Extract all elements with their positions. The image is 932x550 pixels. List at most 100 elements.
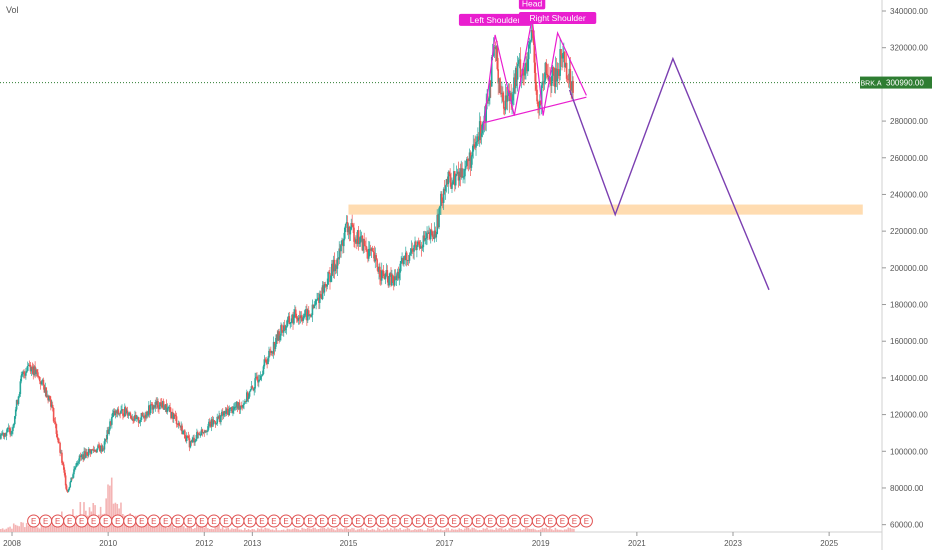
candle-body xyxy=(253,388,255,391)
candle-body xyxy=(110,421,112,425)
volume-bar xyxy=(255,530,257,532)
volume-bar xyxy=(268,528,270,532)
candle-body xyxy=(99,447,101,452)
candle-body xyxy=(101,448,104,452)
volume-bar xyxy=(25,523,28,532)
candle-body xyxy=(533,42,536,63)
candle-body xyxy=(529,40,532,42)
candle-body xyxy=(402,258,404,265)
volume-bar xyxy=(329,528,331,532)
candle-body xyxy=(196,432,198,439)
candle-body xyxy=(211,419,214,425)
candle-body xyxy=(94,449,97,452)
candle-body xyxy=(65,485,68,490)
y-tick-label: 340000.00 xyxy=(890,7,928,16)
candle-body xyxy=(107,430,109,434)
volume-bar xyxy=(147,521,150,532)
candle-body xyxy=(443,189,446,192)
candle-body xyxy=(282,325,285,333)
candle-body xyxy=(304,310,306,316)
volume-bar xyxy=(271,529,274,532)
candle-body xyxy=(87,455,89,456)
candle-body xyxy=(214,421,217,424)
candle-body xyxy=(261,374,264,376)
candle-body xyxy=(458,171,461,181)
candle-body xyxy=(572,80,574,93)
candle-body xyxy=(352,224,354,228)
earnings-marker xyxy=(579,514,593,528)
candle-body xyxy=(330,275,332,282)
candle-body xyxy=(439,206,441,209)
earnings-marker-label: E xyxy=(512,517,517,526)
volume-bar xyxy=(386,528,388,532)
candle-body xyxy=(310,314,313,317)
candle-body xyxy=(534,62,536,82)
candle-body xyxy=(269,350,271,352)
candle-body xyxy=(123,407,126,417)
candle-body xyxy=(245,400,247,402)
candle-body xyxy=(386,270,389,277)
candle-body xyxy=(10,433,12,435)
candle-body xyxy=(25,372,27,376)
candle-body xyxy=(535,81,537,90)
candle-body xyxy=(503,108,506,111)
candle-body xyxy=(467,160,470,162)
candle-body xyxy=(257,379,259,383)
candle-body xyxy=(392,282,395,286)
y-tick-label: 80000.00 xyxy=(890,484,924,493)
candle-body xyxy=(379,266,381,278)
candle-body xyxy=(36,370,38,373)
candle-body xyxy=(72,474,74,479)
candle-body xyxy=(271,351,274,354)
earnings-marker-label: E xyxy=(295,517,300,526)
volume-bar xyxy=(247,529,250,532)
candle-body xyxy=(452,181,454,185)
earnings-marker-label: E xyxy=(139,517,144,526)
candle-body xyxy=(322,285,325,293)
candle-body xyxy=(489,80,491,99)
candle-body xyxy=(288,316,291,324)
candle-body xyxy=(127,414,130,416)
candle-body xyxy=(173,414,176,416)
candle-body xyxy=(152,405,155,410)
candle-body xyxy=(295,317,298,319)
volume-bar xyxy=(497,528,499,532)
candle-body xyxy=(83,451,85,460)
volume-bar xyxy=(49,525,52,532)
earnings-marker-label: E xyxy=(259,517,264,526)
candle-body xyxy=(62,462,64,465)
volume-bar xyxy=(532,528,535,532)
volume-bar xyxy=(242,530,244,532)
candle-body xyxy=(536,89,538,102)
candle-body xyxy=(343,238,345,247)
candle-body xyxy=(249,389,252,392)
volume-bar xyxy=(325,528,327,532)
candle-body xyxy=(222,413,225,416)
candle-body xyxy=(159,402,161,410)
candle-body xyxy=(113,410,116,415)
candle-body xyxy=(336,258,339,269)
volume-bar xyxy=(24,527,26,532)
volume-bar xyxy=(356,529,359,532)
candle-body xyxy=(32,369,35,375)
candle-body xyxy=(275,334,278,345)
candle-body xyxy=(460,168,463,178)
volume-bar xyxy=(554,527,557,532)
volume-bar xyxy=(62,518,65,532)
candle-body xyxy=(17,396,20,404)
candle-body xyxy=(151,404,154,410)
candle-body xyxy=(250,386,253,390)
candle-body xyxy=(201,429,204,433)
volume-bar xyxy=(29,522,32,532)
candle-body xyxy=(281,325,283,331)
candle-body xyxy=(223,410,226,414)
volume-bar xyxy=(201,523,204,532)
volume-bar xyxy=(550,529,553,532)
volume-bar xyxy=(64,521,67,532)
candle-body xyxy=(88,448,91,450)
volume-bar xyxy=(367,529,370,532)
candle-body xyxy=(421,247,424,249)
candle-body xyxy=(568,68,571,80)
candle-body xyxy=(420,246,423,249)
